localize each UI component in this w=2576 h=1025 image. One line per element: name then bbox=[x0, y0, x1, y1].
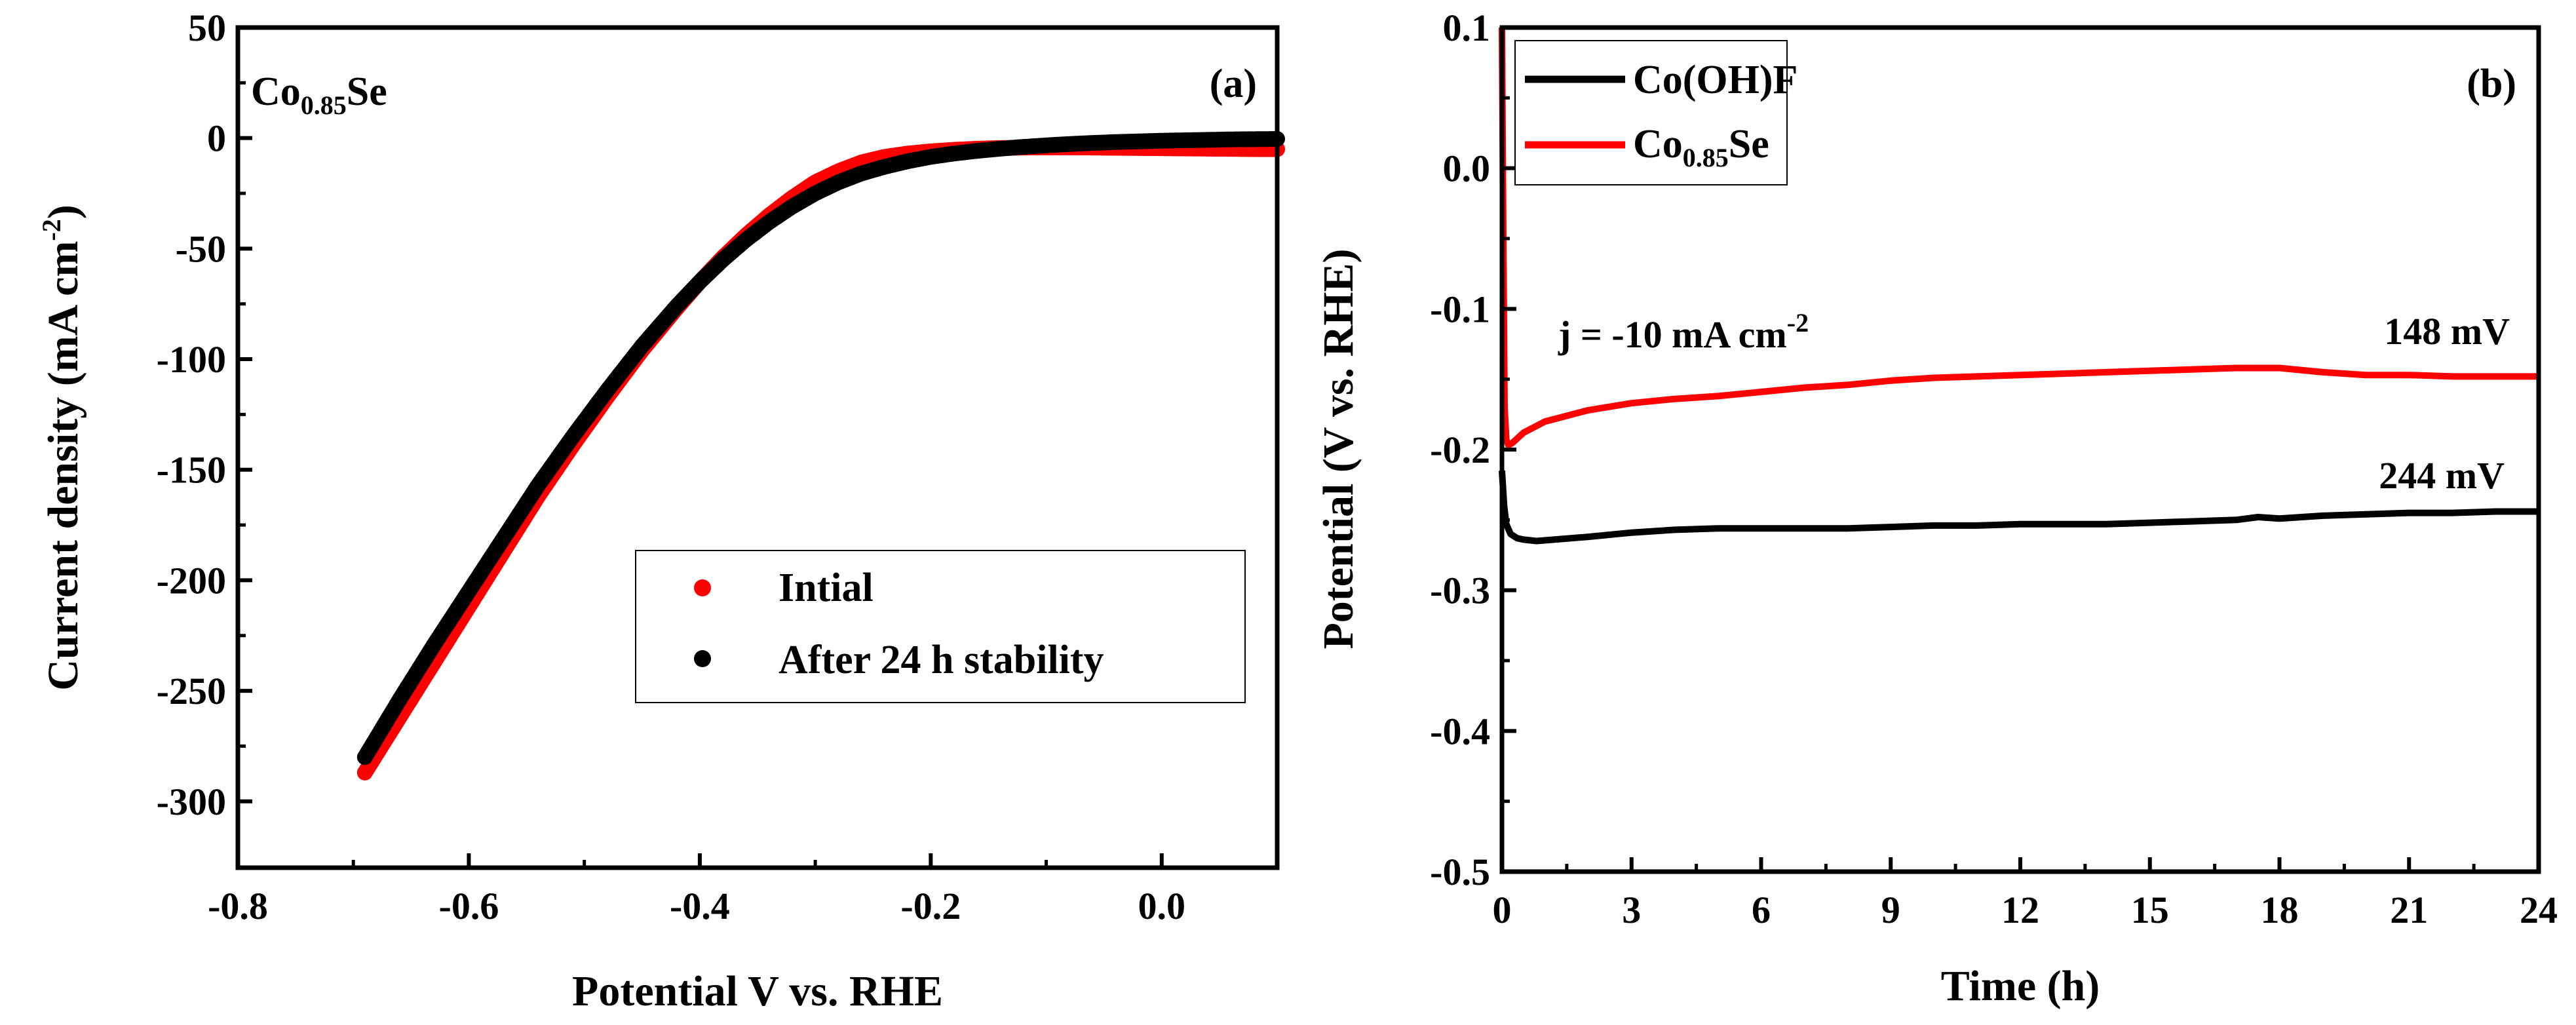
panel-a-label: (a) bbox=[1210, 62, 1257, 106]
end-label-cooh-f: 244 mV bbox=[2379, 454, 2505, 497]
panel-b-y-tick-labels: 0.1 0.0 -0.1 -0.2 -0.3 -0.4 -0.5 bbox=[1430, 7, 1490, 893]
panel-b-label: (b) bbox=[2467, 62, 2516, 106]
a-y-tick-label: 50 bbox=[188, 7, 226, 49]
legend-label-co085se: Co0.85Se bbox=[1633, 122, 1769, 172]
legend-label-cooh-f: Co(OH)F bbox=[1633, 58, 1797, 102]
a-y-tick-label: -250 bbox=[157, 670, 226, 712]
panel-a-sample-label-sub: 0.85 bbox=[301, 90, 347, 120]
a-y-tick-label: -50 bbox=[176, 227, 226, 270]
panel-b-x-axis-title: Time (h) bbox=[1941, 962, 2100, 1010]
panel-a: -0.8 -0.6 -0.4 -0.2 0.0 50 0 -50 -100 -150 -200 -2… bbox=[37, 7, 1285, 1015]
b-x-tick-label: 0 bbox=[1493, 889, 1512, 931]
b-y-tick-label: -0.4 bbox=[1430, 710, 1490, 752]
series-line-co085se bbox=[1499, 27, 2539, 449]
panel-a-series bbox=[356, 131, 1285, 781]
series-line-cooh-f bbox=[1499, 470, 2539, 545]
a-x-tick-label: -0.8 bbox=[208, 885, 268, 927]
panel-b: 0 3 6 9 12 15 18 21 24 0.1 0.0 -0.1 -0.2 -0.3 -0.4 -0.… bbox=[1315, 7, 2558, 1010]
b-y-tick-label: -0.5 bbox=[1430, 851, 1490, 893]
legend-marker-intial bbox=[694, 579, 711, 596]
panel-a-x-axis-title: Potential V vs. RHE bbox=[572, 967, 943, 1015]
b-y-tick-label: -0.2 bbox=[1430, 429, 1490, 471]
legend-marker-after-24h bbox=[694, 650, 711, 667]
b-x-tick-label: 12 bbox=[2001, 889, 2039, 931]
panel-a-legend: Intial After 24 h stability bbox=[635, 550, 1246, 703]
a-y-tick-label: -200 bbox=[157, 559, 226, 602]
panel-a-frame bbox=[235, 25, 1280, 870]
panel-b-annotation-sup: -2 bbox=[1787, 308, 1809, 338]
legend-label-co085se-main: Co bbox=[1633, 122, 1683, 166]
a-y-tick-label: 0 bbox=[207, 117, 226, 160]
a-x-tick-label: -0.4 bbox=[670, 885, 730, 927]
panel-a-y-axis-title-tail: ) bbox=[39, 204, 87, 219]
b-x-tick-label: 15 bbox=[2131, 889, 2169, 931]
b-x-tick-label: 24 bbox=[2520, 889, 2558, 931]
b-y-tick-label: -0.1 bbox=[1430, 288, 1490, 330]
panel-a-y-axis-title: Current density (mA cm-2) bbox=[37, 204, 87, 691]
panel-b-legend-frame bbox=[1514, 40, 1788, 185]
panel-a-y-tick-labels: 50 0 -50 -100 -150 -200 -250 -300 bbox=[157, 7, 226, 823]
series-after-24h bbox=[356, 131, 1285, 765]
panel-b-frame bbox=[1499, 25, 2541, 874]
b-x-tick-label: 3 bbox=[1622, 889, 1641, 931]
a-x-tick-label: -0.6 bbox=[439, 885, 499, 927]
legend-label-intial: Intial bbox=[779, 566, 874, 610]
panel-b-legend: Co(OH)F Co0.85Se bbox=[1514, 40, 1797, 185]
b-x-tick-label: 9 bbox=[1881, 889, 1900, 931]
panel-b-annotation-main: j = -10 mA cm bbox=[1558, 313, 1787, 356]
panel-b-series bbox=[1499, 27, 2539, 545]
a-x-tick-label: 0.0 bbox=[1138, 885, 1186, 927]
panel-b-current-density-annotation: j = -10 mA cm-2 bbox=[1558, 308, 1809, 356]
legend-label-co085se-tail: Se bbox=[1729, 122, 1769, 166]
b-y-tick-label: 0.1 bbox=[1443, 7, 1491, 49]
b-y-tick-label: 0.0 bbox=[1443, 147, 1491, 190]
a-y-tick-label: -100 bbox=[157, 338, 226, 381]
end-label-co085se: 148 mV bbox=[2384, 310, 2510, 353]
panel-a-sample-label-tail: Se bbox=[347, 69, 387, 114]
panel-a-legend-frame bbox=[635, 550, 1246, 703]
b-x-tick-label: 18 bbox=[2261, 889, 2299, 931]
panel-a-sample-label-main: Co bbox=[251, 69, 301, 114]
panel-a-y-axis-title-sup: -2 bbox=[37, 219, 66, 241]
a-y-tick-label: -150 bbox=[157, 449, 226, 492]
legend-label-co085se-sub: 0.85 bbox=[1683, 143, 1729, 172]
panel-b-y-axis-title: Potential (V vs. RHE) bbox=[1315, 248, 1362, 649]
a-x-tick-label: -0.2 bbox=[900, 885, 961, 927]
b-x-tick-label: 6 bbox=[1752, 889, 1771, 931]
panel-a-x-tick-labels: -0.8 -0.6 -0.4 -0.2 0.0 bbox=[208, 885, 1185, 927]
b-y-tick-label: -0.3 bbox=[1430, 570, 1490, 612]
legend-label-after-24h: After 24 h stability bbox=[779, 638, 1104, 682]
panel-b-x-tick-labels: 0 3 6 9 12 15 18 21 24 bbox=[1493, 889, 2558, 931]
b-x-tick-label: 21 bbox=[2390, 889, 2428, 931]
panel-a-sample-label: Co0.85Se bbox=[251, 69, 387, 120]
a-y-tick-label: -300 bbox=[157, 781, 226, 823]
panel-a-y-axis-title-main: Current density (mA cm bbox=[39, 241, 87, 691]
